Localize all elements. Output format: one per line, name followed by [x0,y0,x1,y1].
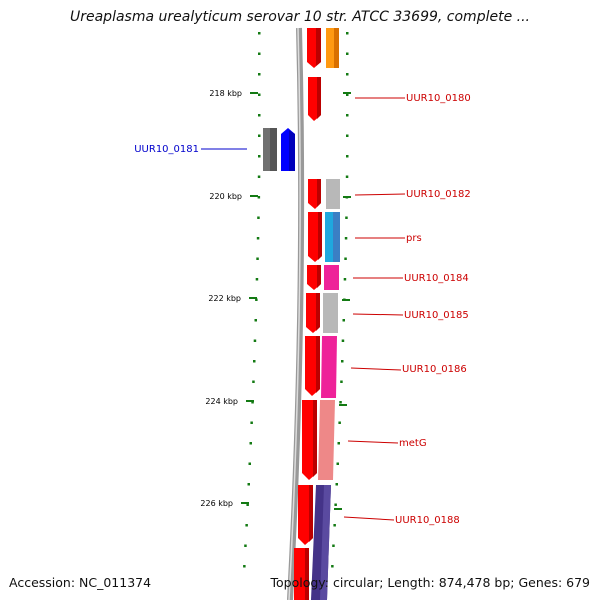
minor-tick [258,114,261,117]
minor-tick-column-right [331,32,349,568]
minor-tick [340,380,343,383]
minor-tick [332,544,335,547]
minor-tick [249,442,252,445]
genome-backbone [287,27,305,600]
minor-tick [345,216,348,219]
minor-tick [243,565,246,568]
minor-tick [257,175,261,178]
gene-feature-UUR10_0182[interactable] [326,179,340,209]
minor-tick [341,360,344,363]
minor-tick [248,462,251,465]
genome-backbone-highlight [288,27,301,600]
tick-label: 222 kbp [208,294,241,303]
gene-label-UUR10_0188[interactable]: UUR10_0188 [395,515,460,526]
minor-tick [245,524,248,527]
minor-tick [345,175,349,178]
label-leaders [201,97,406,521]
minor-tick [256,257,259,260]
minor-tick [342,319,345,322]
minor-tick [255,278,259,281]
minor-tick [256,237,260,240]
minor-tick [253,360,256,363]
right-major-ticks [334,92,351,510]
minor-tick [344,237,348,240]
minor-tick [346,93,349,96]
minor-tick [335,483,338,486]
minor-tick [257,216,260,219]
minor-tick [346,52,349,55]
forward-strand-features [263,128,295,171]
minor-tick [346,32,349,35]
cds-arrow-forward-shade [289,130,295,171]
minor-tick [346,114,349,117]
minor-tick [258,73,261,76]
minor-tick [334,503,337,506]
gene-feature-UUR10_0188-shade [320,485,331,600]
gene-label-UUR10_0185[interactable]: UUR10_0185 [404,310,469,321]
major-tick-222: 222 kbp [208,294,257,303]
minor-tick [244,544,247,547]
minor-tick [258,32,261,35]
minor-tick [247,483,250,486]
minor-tick [339,401,342,404]
map-title: Ureaplasma urealyticum serovar 10 str. A… [69,9,530,25]
gene-label-UUR10_0184[interactable]: UUR10_0184 [404,273,469,284]
gene-label-metG[interactable]: metG [399,438,427,449]
minor-tick [255,298,258,301]
minor-tick [338,421,341,424]
gene-label-UUR10_0182[interactable]: UUR10_0182 [406,189,471,200]
major-tick-218: 218 kbp [209,89,258,98]
minor-tick [252,380,255,383]
gene-track [311,179,340,600]
gene-feature-UUR10_0185[interactable] [323,293,338,333]
gene-feature-UUR10_0181-shade [270,128,277,171]
major-tick-224: 224 kbp [205,397,254,406]
minor-tick [257,196,261,199]
minor-tick [254,319,257,322]
tick-label: 220 kbp [209,192,242,201]
minor-tick [343,278,347,281]
gene-feature-UUR10_0186[interactable] [321,336,337,398]
tick-label: 226 kbp [200,499,233,508]
minor-tick [258,134,261,137]
gene-feature-prs-shade [333,212,340,262]
gene-feature-orange-shade [334,28,339,68]
minor-tick [346,73,349,76]
minor-tick [346,134,349,137]
minor-tick [251,401,254,404]
major-tick-226: 226 kbp [200,499,249,508]
minor-tick [333,524,336,527]
minor-tick-column-left [243,32,261,568]
gene-feature-metG[interactable] [318,400,335,480]
gene-feature-UUR10_0184[interactable] [324,265,339,290]
gene-label-prs[interactable]: prs [406,233,422,244]
minor-tick [253,339,257,342]
accession-text: Accession: NC_011374 [9,575,152,590]
gene-label-UUR10_0181[interactable]: UUR10_0181 [134,144,199,155]
minor-tick [258,52,261,55]
minor-tick [258,93,261,96]
minor-tick [344,257,347,260]
cds-track-shading [305,28,322,600]
major-tick-220: 220 kbp [209,192,258,201]
minor-tick [337,442,340,445]
genome-summary-text: Topology: circular; Length: 874,478 bp; … [270,575,591,590]
minor-tick [258,155,261,158]
minor-tick [250,421,253,424]
minor-tick [331,565,334,568]
gene-label-UUR10_0186[interactable]: UUR10_0186 [402,364,467,375]
gene-label-UUR10_0180[interactable]: UUR10_0180 [406,93,471,104]
minor-tick [336,462,339,465]
minor-tick [346,155,349,158]
minor-tick [341,339,345,342]
tick-label: 224 kbp [205,397,238,406]
minor-tick [246,503,249,506]
tick-label: 218 kbp [209,89,242,98]
